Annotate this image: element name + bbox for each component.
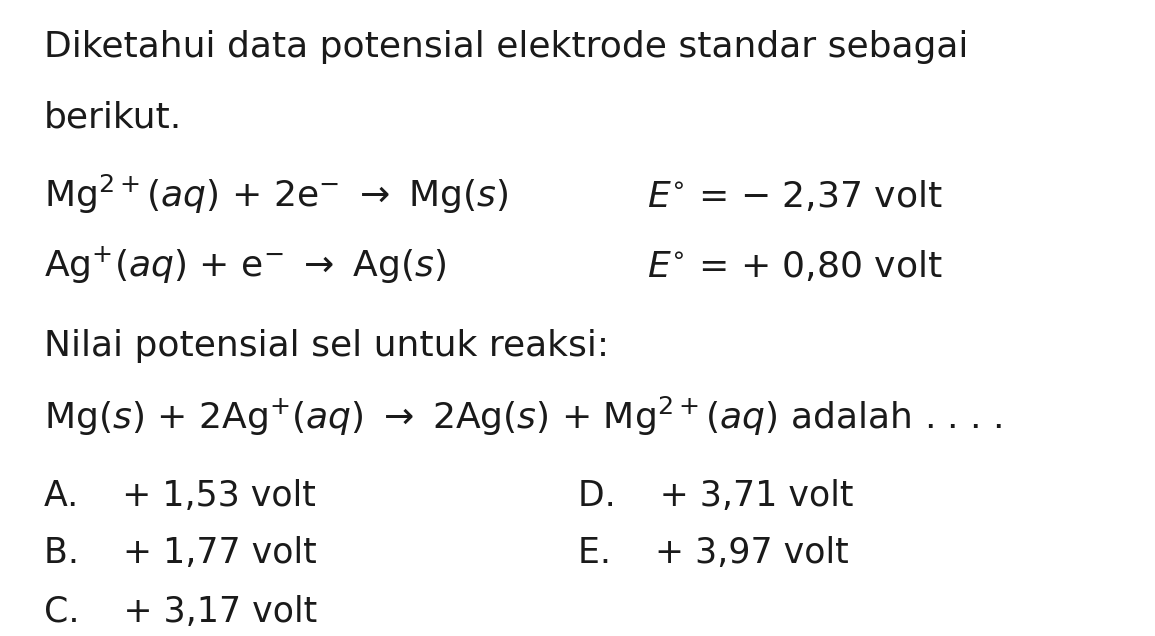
- Text: E.    + 3,97 volt: E. + 3,97 volt: [578, 536, 848, 570]
- Text: $\it{E}$$^{\circ}$ = $-$ 2,37 volt: $\it{E}$$^{\circ}$ = $-$ 2,37 volt: [647, 179, 942, 214]
- Text: A.    + 1,53 volt: A. + 1,53 volt: [44, 479, 315, 513]
- Text: C.    + 3,17 volt: C. + 3,17 volt: [44, 595, 318, 629]
- Text: B.    + 1,77 volt: B. + 1,77 volt: [44, 536, 316, 570]
- Text: berikut.: berikut.: [44, 100, 182, 134]
- Text: Nilai potensial sel untuk reaksi:: Nilai potensial sel untuk reaksi:: [44, 329, 609, 363]
- Text: Diketahui data potensial elektrode standar sebagai: Diketahui data potensial elektrode stand…: [44, 31, 968, 64]
- Text: Mg$^{2+}$($\it{aq}$) + 2e$^{-}$ $\rightarrow$ Mg($\it{s}$): Mg$^{2+}$($\it{aq}$) + 2e$^{-}$ $\righta…: [44, 172, 508, 216]
- Text: Ag$^{+}$($\it{aq}$) + e$^{-}$ $\rightarrow$ Ag($\it{s}$): Ag$^{+}$($\it{aq}$) + e$^{-}$ $\rightarr…: [44, 245, 446, 286]
- Text: Mg($\it{s}$) + 2Ag$^{+}$($\it{aq}$) $\rightarrow$ 2Ag($\it{s}$) + Mg$^{2+}$($\it: Mg($\it{s}$) + 2Ag$^{+}$($\it{aq}$) $\ri…: [44, 395, 1003, 438]
- Text: D.    + 3,71 volt: D. + 3,71 volt: [578, 479, 854, 513]
- Text: $\it{E}$$^{\circ}$ = + 0,80 volt: $\it{E}$$^{\circ}$ = + 0,80 volt: [647, 249, 942, 284]
